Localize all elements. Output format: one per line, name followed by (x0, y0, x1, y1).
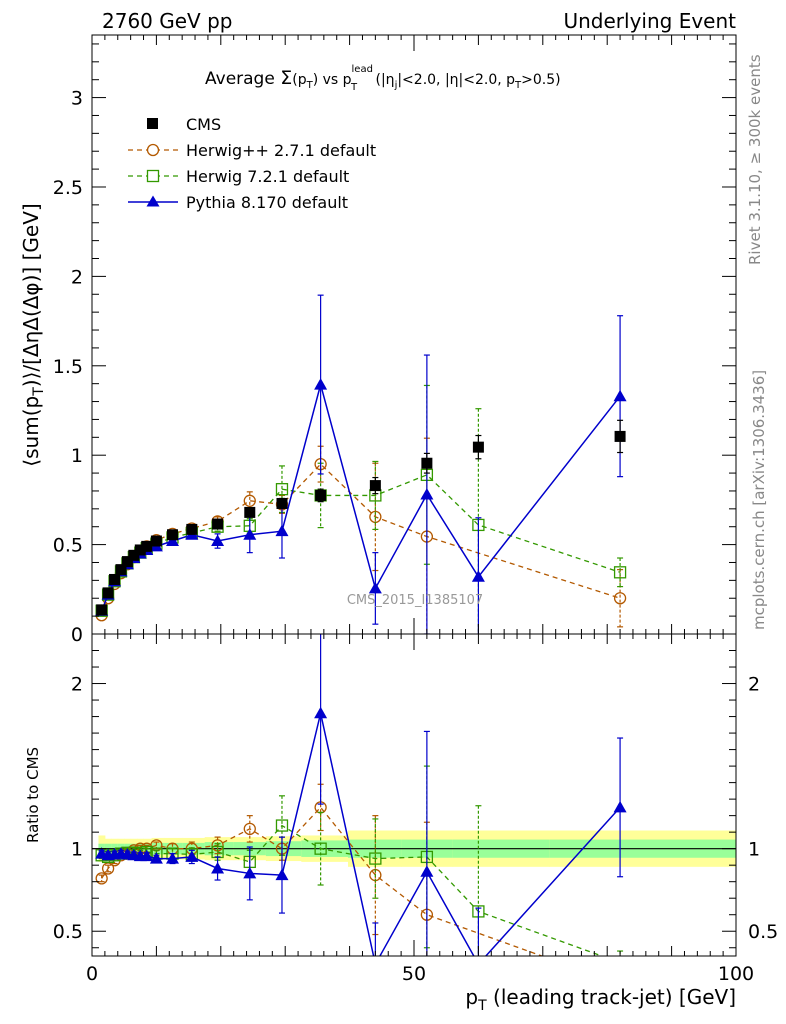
ratio-y-tick-label: 2 (71, 674, 83, 696)
series-0-point (421, 457, 433, 469)
y-tick-label: 1 (71, 445, 83, 467)
legend: CMS Herwig++ 2.7.1 default Herwig 7.2.1 … (128, 115, 376, 212)
series-0-point (96, 604, 108, 616)
y-tick-label: 2.5 (53, 177, 83, 199)
ratio-y-tick-label-right: 1 (748, 839, 760, 861)
plot-title: Average Σ(pT) vs plead T (|ηj|<2.0, |η|<2… (205, 64, 561, 93)
series-0-point (369, 480, 381, 492)
series-1-line (101, 463, 621, 616)
series-0-point (276, 497, 288, 509)
header-left: 2760 GeV pp (102, 9, 233, 33)
series-0-point (186, 523, 198, 535)
series-3-point (166, 534, 179, 547)
series-3-ratio-point (243, 866, 257, 879)
series-3-ratio-point (140, 849, 154, 862)
ratio-y-tick-label: 1 (71, 839, 83, 861)
y-axis-label: ⟨sum(pT)⟩/[ΔηΔ(Δφ)] [GeV] (19, 203, 47, 466)
series-3-ratio-point (275, 868, 289, 881)
series-2-ratio-point (314, 842, 327, 855)
series-2-point (275, 483, 289, 496)
series-3-line (100, 381, 621, 612)
series-3-ratio-point (314, 706, 328, 719)
series-0-point (121, 556, 133, 568)
axis-ticks (91, 35, 737, 956)
series-2-ratio (95, 765, 626, 968)
series-3 (95, 294, 627, 634)
series-3-point (243, 528, 257, 540)
legend-label-herwigpp: Herwig++ 2.7.1 default (186, 141, 376, 160)
series-3-point (275, 524, 289, 537)
series-3-ratio-point (166, 852, 179, 864)
legend-marker-herwigpp (146, 143, 160, 157)
axis-tick-labels: 00.511.522.530.5 0.51 12 20 50 100 (53, 88, 778, 985)
x-tick-label: 100 (718, 963, 754, 985)
series-0-point (128, 549, 140, 561)
series-2-ratio-point (275, 819, 289, 832)
series-3-point (314, 378, 328, 390)
series-0-point (472, 441, 484, 453)
series-2-line (101, 474, 621, 611)
legend-label-cms: CMS (186, 115, 221, 134)
series-3-point (211, 534, 225, 547)
x-tick-label: 50 (402, 963, 426, 985)
mcplots-label: mcplots.cern.ch [arXiv:1306.3436] (750, 370, 768, 630)
series-3-point (471, 570, 485, 582)
y-tick-label: 2 (71, 266, 83, 288)
series-3-point (613, 389, 627, 402)
legend-label-herwig7: Herwig 7.2.1 default (186, 167, 349, 186)
x-axis-label: pT (leading track-jet) [GeV] (465, 985, 736, 1014)
legend-marker-cms (147, 118, 158, 129)
series-3-ratio-point (185, 850, 199, 862)
series-0-point (150, 535, 162, 547)
legend-marker-pythia (146, 195, 160, 207)
series-0-point (167, 529, 178, 541)
series-3-ratio-point (149, 852, 163, 864)
series-2-ratio-point (369, 852, 382, 865)
series-0-point (102, 587, 114, 599)
ratio-y-tick-label-right: 2 (748, 674, 760, 696)
series-1-point (243, 494, 256, 507)
series-0-point (212, 518, 224, 530)
legend-marker-herwig7 (146, 169, 160, 183)
series-0-point (115, 564, 127, 576)
series-layer (95, 294, 627, 970)
series-3-ratio-point (472, 958, 485, 970)
rivet-label: Rivet 3.1.10, ≥ 300k events (746, 54, 764, 265)
series-2-point (613, 566, 627, 579)
ratio-y-axis-label: Ratio to CMS (24, 747, 42, 843)
series-0-point (315, 489, 327, 501)
x-tick-label: 0 (86, 963, 98, 985)
header-right: Underlying Event (563, 9, 736, 33)
series-1-ratio-point (243, 822, 256, 836)
series-0-point (141, 540, 153, 552)
analysis-watermark: CMS_2015_I1385107 (347, 593, 483, 608)
series-1-point (613, 592, 627, 605)
y-tick-label: 0.5 (53, 535, 83, 557)
series-3-ratio-point (420, 865, 434, 877)
series-3-ratio-point (369, 958, 382, 970)
series-3-ratio-point (211, 861, 225, 874)
y-tick-label: 3 (71, 88, 83, 110)
series-3-ratio (95, 634, 627, 970)
ratio-panel-frame (91, 633, 737, 957)
series-0-point (244, 506, 256, 518)
series-3-ratio-point (613, 800, 627, 813)
ratio-y-tick-label-right: 0.5 (748, 921, 778, 943)
series-3-point (420, 488, 434, 500)
series-0-point (109, 573, 121, 585)
series-0-point (134, 544, 146, 556)
ratio-panel-series (95, 634, 627, 970)
series-2-ratio-point (615, 957, 626, 968)
main-panel-series (95, 294, 627, 634)
series-3-point (368, 581, 382, 594)
legend-label-pythia: Pythia 8.170 default (186, 193, 348, 212)
series-0-point (614, 430, 626, 442)
ratio-y-tick-label: 0.5 (53, 921, 83, 943)
series-1-ratio-point (95, 872, 108, 885)
y-tick-label: 1.5 (53, 356, 83, 378)
series-0 (96, 419, 626, 616)
y-tick-label: 0 (71, 624, 83, 646)
